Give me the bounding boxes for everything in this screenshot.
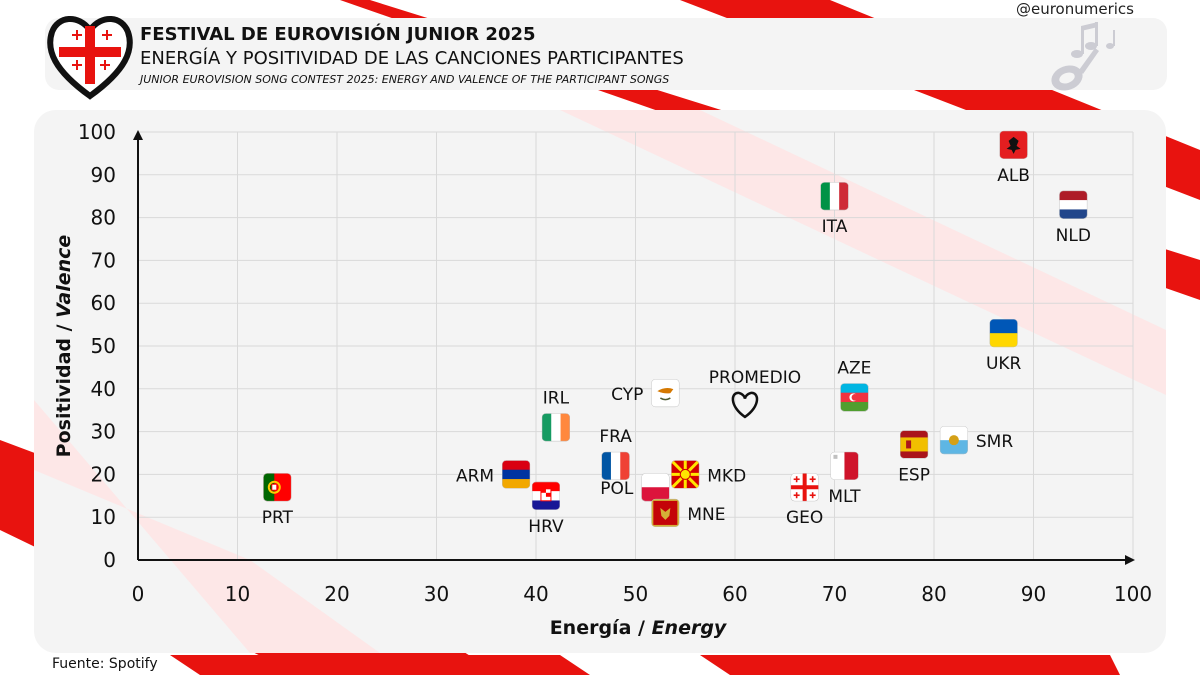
- x-tick-label-100: 100: [1114, 582, 1152, 606]
- source-note: Fuente: Spotify: [52, 656, 158, 672]
- point-label-fra: FRA: [599, 427, 632, 447]
- author-handle[interactable]: @euronumerics: [1015, 0, 1134, 18]
- flag-point-ukr: UKR: [986, 319, 1022, 374]
- x-tick-label-90: 90: [1021, 582, 1046, 606]
- x-tick-label-30: 30: [424, 582, 449, 606]
- y-tick-label-50: 50: [91, 334, 116, 358]
- point-label-ita: ITA: [822, 217, 848, 237]
- point-label-alb: ALB: [997, 166, 1030, 186]
- y-axis-arrow: [133, 130, 143, 140]
- x-tick-label-70: 70: [822, 582, 847, 606]
- y-axis-label: Positividad / Valence: [53, 235, 75, 458]
- y-tick-label-100: 100: [78, 120, 116, 144]
- point-label-mkd: MKD: [707, 466, 746, 486]
- point-label-geo: GEO: [786, 508, 823, 528]
- point-label-mne: MNE: [687, 505, 725, 525]
- y-tick-label-60: 60: [91, 291, 116, 315]
- hrv-flag-icon: [531, 481, 560, 510]
- point-label-prt: PRT: [262, 508, 294, 528]
- flag-point-fra: FRA: [599, 427, 632, 480]
- point-label-mlt: MLT: [828, 487, 861, 507]
- point-label-cyp: CYP: [611, 385, 643, 405]
- x-axis-label: Energía / Energy: [550, 617, 728, 639]
- nld-flag-icon: [1059, 190, 1088, 219]
- average-point: PROMEDIO: [709, 368, 801, 419]
- y-tick-label-30: 30: [91, 420, 116, 444]
- mkd-flag-icon: [671, 460, 700, 489]
- chart-subtitle-english: JUNIOR EUROVISION SONG CONTEST 2025: ENE…: [140, 73, 670, 86]
- point-label-aze: AZE: [837, 358, 871, 378]
- x-tick-label-80: 80: [921, 582, 946, 606]
- flag-point-geo: GEO: [786, 473, 823, 528]
- smr-flag-icon: [939, 426, 968, 455]
- aze-flag-icon: [840, 383, 869, 412]
- flag-point-irl: IRL: [541, 388, 570, 442]
- chart-title: FESTIVAL DE EUROVISIÓN JUNIOR 2025: [140, 24, 536, 45]
- music-notes-icon: [1051, 22, 1115, 91]
- y-tick-label-70: 70: [91, 248, 116, 272]
- alb-flag-icon: [999, 130, 1028, 159]
- flag-point-ita: ITA: [820, 182, 849, 237]
- flag-point-mlt: MLT: [828, 451, 861, 507]
- y-tick-label-10: 10: [91, 505, 116, 529]
- mlt-flag-icon: [830, 451, 859, 480]
- point-label-pol: POL: [600, 479, 634, 499]
- prt-flag-icon: [263, 473, 292, 502]
- point-label-smr: SMR: [976, 432, 1013, 452]
- flag-point-prt: PRT: [262, 473, 294, 528]
- flag-point-cyp: CYP: [611, 379, 680, 408]
- flag-point-esp: ESP: [898, 430, 930, 485]
- mne-flag-icon: [651, 498, 680, 527]
- ita-flag-icon: [820, 182, 849, 211]
- x-tick-label-50: 50: [623, 582, 648, 606]
- point-label-esp: ESP: [898, 465, 930, 485]
- fra-flag-icon: [601, 451, 630, 480]
- point-label-ukr: UKR: [986, 354, 1022, 374]
- y-tick-label-80: 80: [91, 206, 116, 230]
- heart-flag-logo-icon: [47, 16, 133, 100]
- cyp-flag-icon: [651, 379, 680, 408]
- x-tick-label-20: 20: [324, 582, 349, 606]
- geo-flag-icon: [790, 473, 819, 502]
- flag-point-aze: AZE: [837, 358, 871, 412]
- x-axis-arrow: [1125, 555, 1135, 565]
- x-tick-label-40: 40: [523, 582, 548, 606]
- flag-point-nld: NLD: [1056, 190, 1091, 246]
- point-label-nld: NLD: [1056, 226, 1091, 246]
- chart-subtitle: ENERGÍA Y POSITIVIDAD DE LAS CANCIONES P…: [140, 48, 684, 69]
- y-tick-label-90: 90: [91, 163, 116, 187]
- average-label: PROMEDIO: [709, 368, 801, 388]
- point-label-arm: ARM: [456, 466, 494, 486]
- flag-point-alb: ALB: [997, 130, 1030, 186]
- flag-point-mne: MNE: [651, 498, 725, 527]
- flag-point-arm: ARM: [456, 460, 531, 489]
- flag-point-mkd: MKD: [671, 460, 746, 489]
- ukr-flag-icon: [989, 319, 1018, 348]
- x-tick-label-60: 60: [722, 582, 747, 606]
- esp-flag-icon: [900, 430, 929, 459]
- x-tick-label-10: 10: [225, 582, 250, 606]
- x-tick-label-0: 0: [132, 582, 145, 606]
- arm-flag-icon: [502, 460, 531, 489]
- soft-stripes: [34, 110, 1166, 653]
- flag-point-hrv: HRV: [528, 481, 564, 537]
- y-tick-label-40: 40: [91, 377, 116, 401]
- header-panel: [45, 18, 1167, 90]
- pol-flag-icon: [641, 473, 670, 502]
- heart-outline-icon: [731, 391, 759, 419]
- irl-flag-icon: [541, 413, 570, 442]
- y-tick-label-0: 0: [103, 548, 116, 572]
- point-label-irl: IRL: [543, 388, 570, 408]
- flag-point-smr: SMR: [939, 426, 1013, 455]
- flag-point-pol: POL: [600, 473, 670, 502]
- point-label-hrv: HRV: [528, 517, 564, 537]
- y-tick-label-20: 20: [91, 462, 116, 486]
